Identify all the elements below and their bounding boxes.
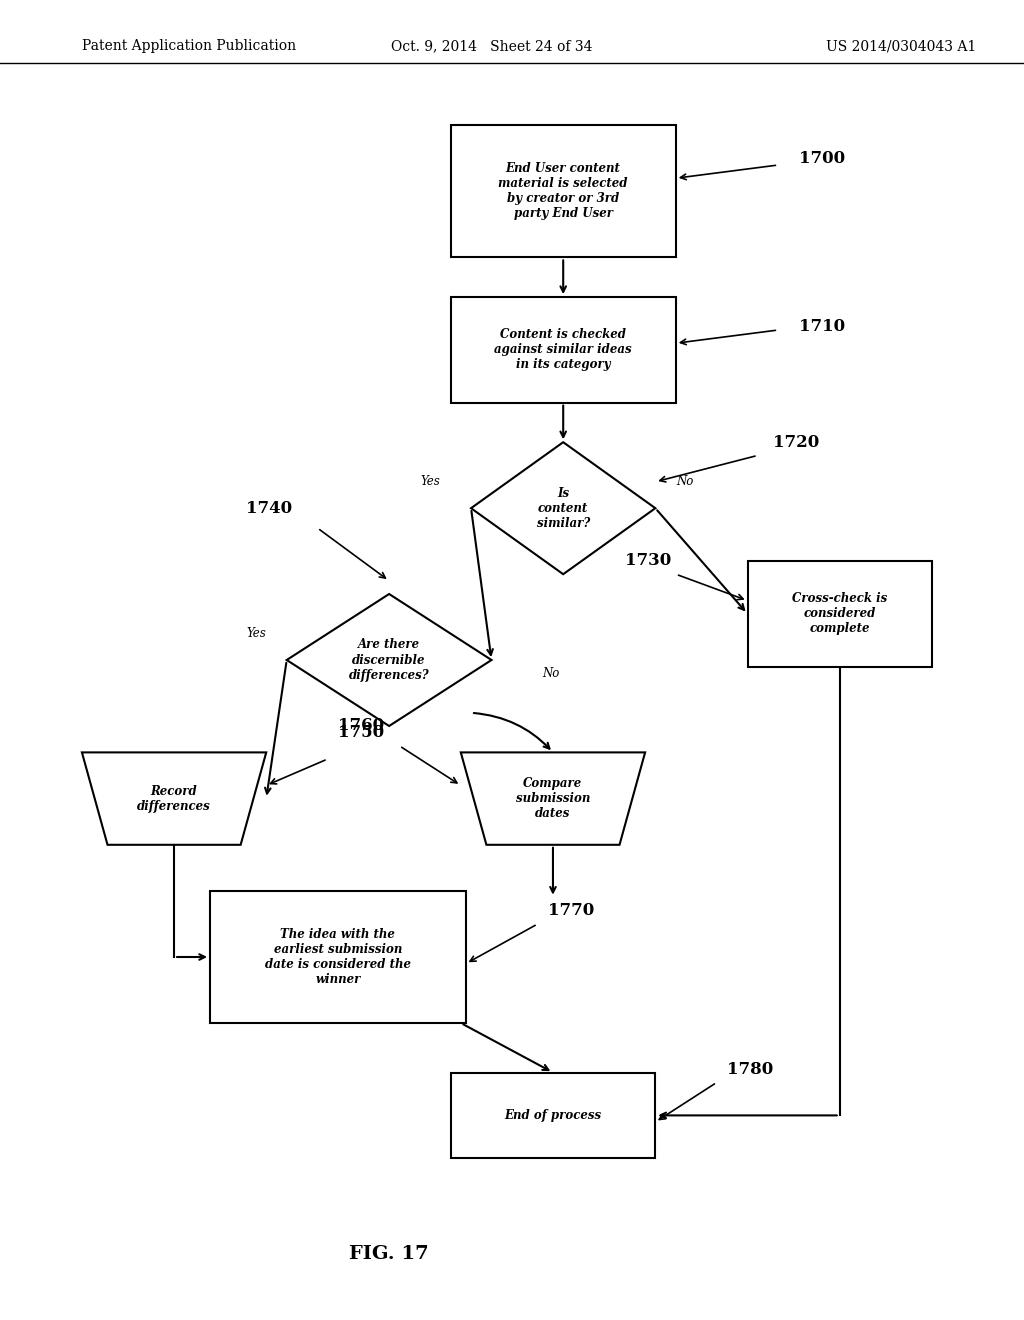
Text: Compare
submission
dates: Compare submission dates <box>516 777 590 820</box>
Text: Patent Application Publication: Patent Application Publication <box>82 40 296 53</box>
Polygon shape <box>287 594 492 726</box>
Text: 1710: 1710 <box>799 318 845 334</box>
Text: Record
differences: Record differences <box>137 784 211 813</box>
Polygon shape <box>82 752 266 845</box>
Text: No: No <box>543 667 560 680</box>
Text: Is
content
similar?: Is content similar? <box>537 487 590 529</box>
Text: 1770: 1770 <box>548 903 594 919</box>
Text: No: No <box>676 475 693 488</box>
FancyBboxPatch shape <box>451 125 676 257</box>
Text: Oct. 9, 2014   Sheet 24 of 34: Oct. 9, 2014 Sheet 24 of 34 <box>391 40 592 53</box>
Text: Content is checked
against similar ideas
in its category: Content is checked against similar ideas… <box>495 329 632 371</box>
Text: 1750: 1750 <box>338 725 384 741</box>
Text: Yes: Yes <box>247 627 266 640</box>
FancyBboxPatch shape <box>451 297 676 403</box>
Text: End User content
material is selected
by creator or 3rd
party End User: End User content material is selected by… <box>499 162 628 220</box>
Text: 1700: 1700 <box>799 150 845 166</box>
Polygon shape <box>461 752 645 845</box>
Text: Yes: Yes <box>421 475 440 488</box>
Text: 1720: 1720 <box>773 434 819 450</box>
Polygon shape <box>471 442 655 574</box>
FancyBboxPatch shape <box>210 891 466 1023</box>
FancyBboxPatch shape <box>748 561 932 667</box>
Text: 1740: 1740 <box>246 500 292 516</box>
Text: 1730: 1730 <box>625 553 671 569</box>
Text: Are there
discernible
differences?: Are there discernible differences? <box>349 639 429 681</box>
Text: 1780: 1780 <box>727 1061 773 1077</box>
Text: The idea with the
earliest submission
date is considered the
winner: The idea with the earliest submission da… <box>265 928 411 986</box>
Text: US 2014/0304043 A1: US 2014/0304043 A1 <box>826 40 976 53</box>
Text: End of process: End of process <box>505 1109 601 1122</box>
Text: Cross-check is
considered
complete: Cross-check is considered complete <box>792 593 888 635</box>
Text: 1760: 1760 <box>338 718 384 734</box>
FancyBboxPatch shape <box>451 1072 655 1159</box>
Text: FIG. 17: FIG. 17 <box>349 1245 429 1263</box>
